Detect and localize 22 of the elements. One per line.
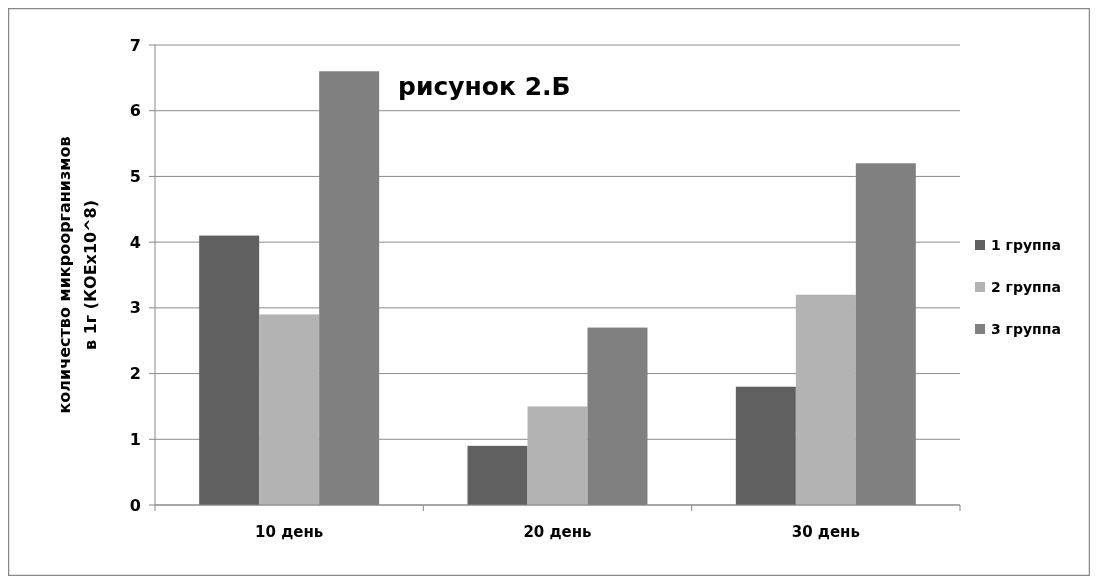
legend-label: 1 группа	[991, 236, 1061, 253]
y-tick-label: 6	[129, 101, 141, 121]
y-tick-label: 3	[129, 298, 141, 318]
bar	[199, 235, 260, 505]
legend-label: 2 группа	[991, 278, 1061, 295]
bar	[735, 386, 796, 505]
y-tick-label: 4	[129, 232, 141, 252]
bar	[467, 445, 528, 505]
y-tick-label: 1	[129, 429, 141, 449]
legend-label: 3 группа	[991, 320, 1061, 337]
y-tick-label: 5	[129, 167, 141, 187]
y-axis-title: количество микроорганизмов в 1г (КОЕх10^8)	[55, 136, 100, 414]
y-tick-label: 2	[129, 364, 141, 384]
x-tick-label: 10 день	[255, 523, 324, 541]
text: рисунок 2.Б	[398, 72, 571, 101]
bar	[527, 406, 588, 505]
x-tick-label: 30 день	[791, 523, 860, 541]
bar	[795, 294, 856, 505]
bar	[259, 314, 320, 505]
y-tick-label: 7	[129, 35, 141, 55]
x-tick-label: 20 день	[523, 523, 592, 541]
y-tick-label: 0	[129, 495, 141, 515]
